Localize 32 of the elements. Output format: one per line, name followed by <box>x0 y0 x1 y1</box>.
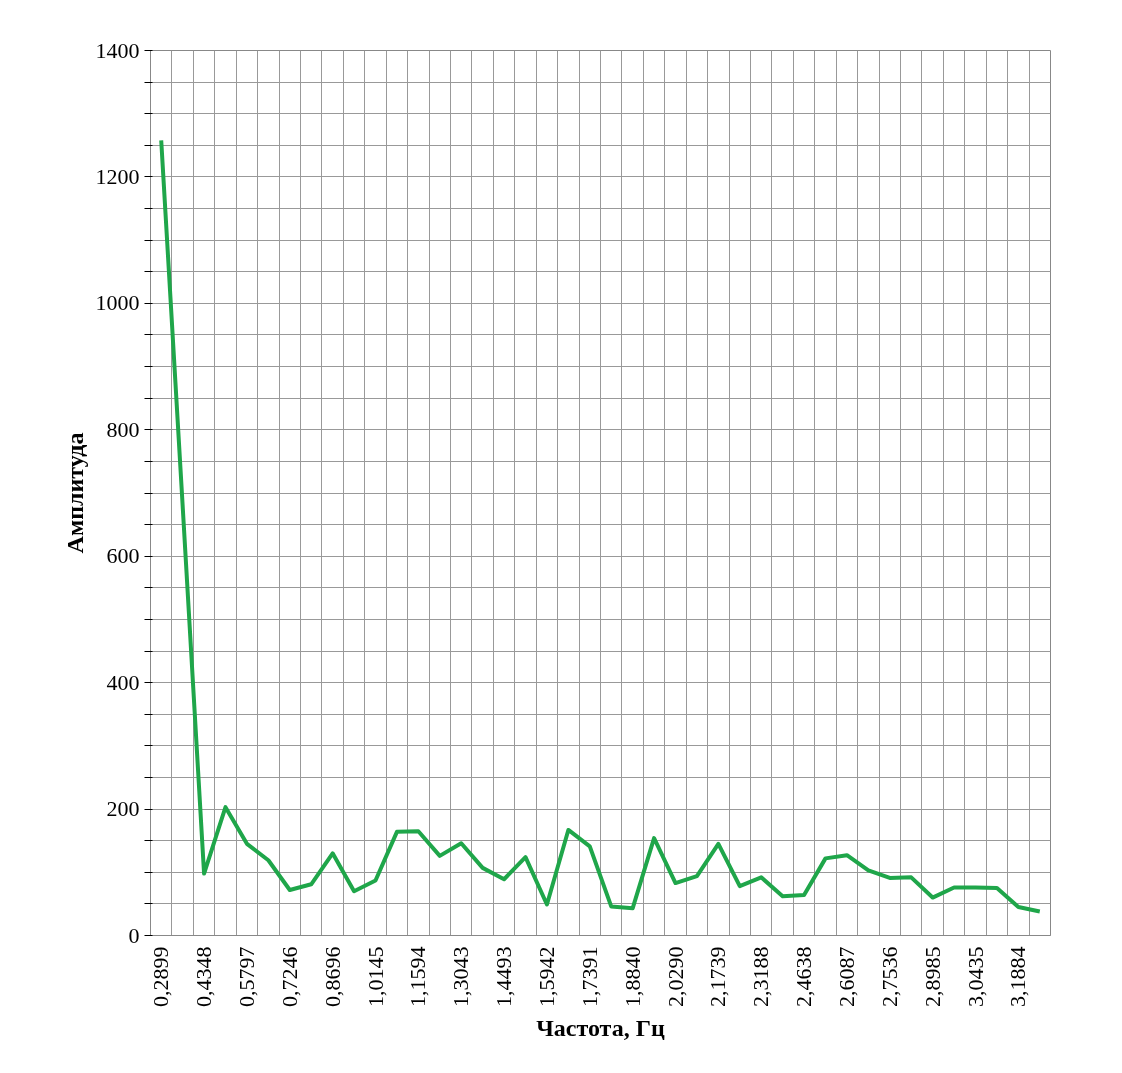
x-tick-label: 1,0145 <box>362 946 388 1007</box>
y-tick-label: 0 <box>128 922 140 948</box>
x-axis-title: Частота, Гц <box>536 1015 665 1041</box>
y-tick-label: 1000 <box>95 290 140 316</box>
x-tick-label: 0,8696 <box>319 946 345 1007</box>
y-tick-label: 600 <box>106 543 140 569</box>
x-tick-label: 2,4638 <box>791 946 817 1007</box>
x-tick-label: 0,5797 <box>233 946 259 1007</box>
line-series <box>159 138 1042 914</box>
y-tick-label: 1200 <box>95 163 140 189</box>
y-tick-label: 1400 <box>95 37 140 63</box>
x-tick-label: 1,4493 <box>491 946 517 1007</box>
x-tick-label: 2,3188 <box>748 946 774 1007</box>
x-tick-label: 0,2899 <box>148 946 174 1007</box>
x-tick-label: 1,1594 <box>405 946 431 1007</box>
x-tick-label: 1,5942 <box>533 946 559 1007</box>
y-axis-title: Амплитуда <box>61 432 88 554</box>
y-tick-label: 200 <box>106 796 140 822</box>
x-tick-label: 3,0435 <box>962 946 988 1007</box>
x-tick-label: 1,3043 <box>448 946 474 1007</box>
x-tick-label: 2,0290 <box>662 946 688 1007</box>
y-tick-label: 800 <box>106 416 140 442</box>
x-tick-label: 2,7536 <box>876 946 902 1007</box>
x-tick-label: 2,6087 <box>833 946 859 1007</box>
x-tick-label: 2,1739 <box>705 946 731 1007</box>
x-tick-label: 0,7246 <box>276 946 302 1007</box>
x-tick-label: 1,8840 <box>619 946 645 1007</box>
x-tick-label: 3,1884 <box>1005 946 1031 1007</box>
x-tick-label: 2,8985 <box>919 946 945 1007</box>
y-tick-label: 400 <box>106 669 140 695</box>
x-tick-label: 1,7391 <box>576 946 602 1007</box>
x-tick-label: 0,4348 <box>191 946 217 1007</box>
